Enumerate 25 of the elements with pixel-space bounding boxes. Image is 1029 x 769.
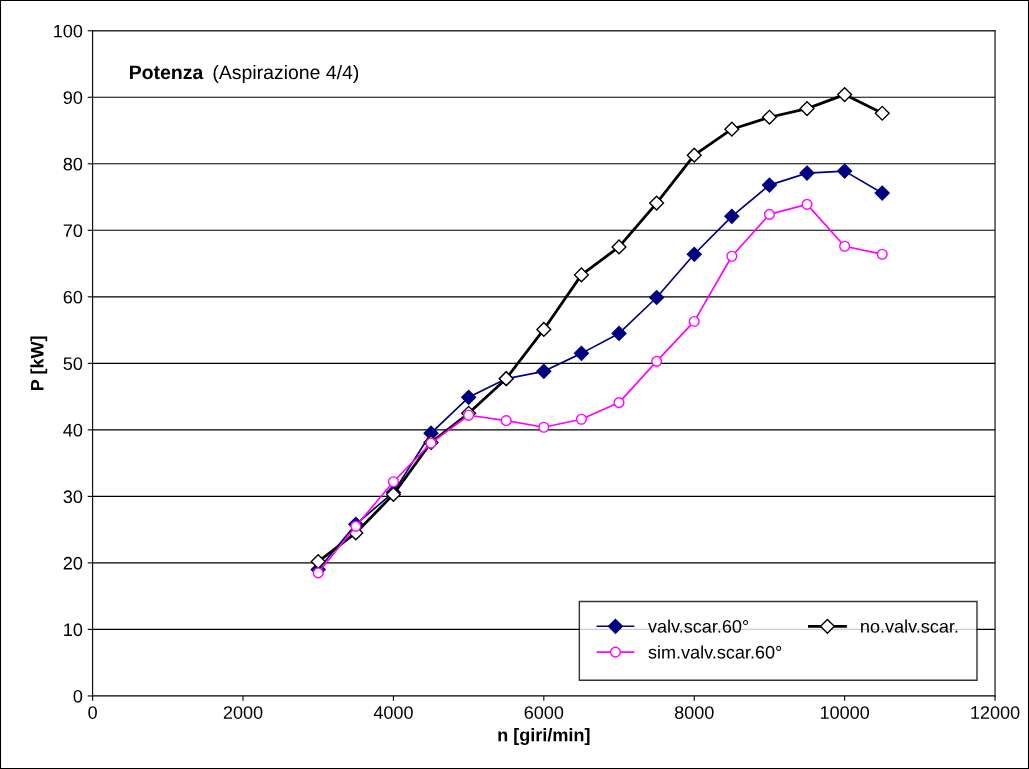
legend-label: no.valv.scar. — [861, 619, 958, 633]
x-tick-label: 4000 — [373, 706, 413, 719]
legend-label: valv.scar.60° — [648, 619, 749, 633]
text: Potenza — [130, 65, 204, 80]
x-tick-label: 8000 — [674, 706, 714, 719]
x-tick-label: 6000 — [524, 706, 564, 719]
y-axis-title: P [kW] — [30, 336, 48, 391]
y-tick-label: 100 — [54, 24, 83, 38]
y-tick-label: 70 — [63, 224, 83, 238]
y-tick-label: 50 — [63, 357, 83, 371]
y-tick-label: 30 — [63, 490, 83, 504]
y-tick-label: 60 — [63, 290, 83, 304]
x-tick-label: 12000 — [971, 706, 1020, 719]
x-tick-label: 2000 — [223, 706, 263, 719]
x-tick-label: 0 — [88, 706, 97, 719]
y-tick-label: 40 — [63, 423, 83, 437]
y-tick-label: 20 — [63, 556, 83, 570]
text: (Aspirazione 4/4) — [213, 64, 359, 84]
legend-label: sim.valv.scar.60° — [648, 645, 782, 659]
x-tick-label: 10000 — [820, 706, 870, 719]
y-tick-label: 10 — [64, 623, 83, 637]
y-tick-label: 0 — [73, 689, 83, 703]
y-tick-label: 80 — [63, 157, 83, 171]
x-axis-title: n [giri/min] — [498, 728, 590, 745]
y-tick-label: 90 — [63, 91, 83, 104]
